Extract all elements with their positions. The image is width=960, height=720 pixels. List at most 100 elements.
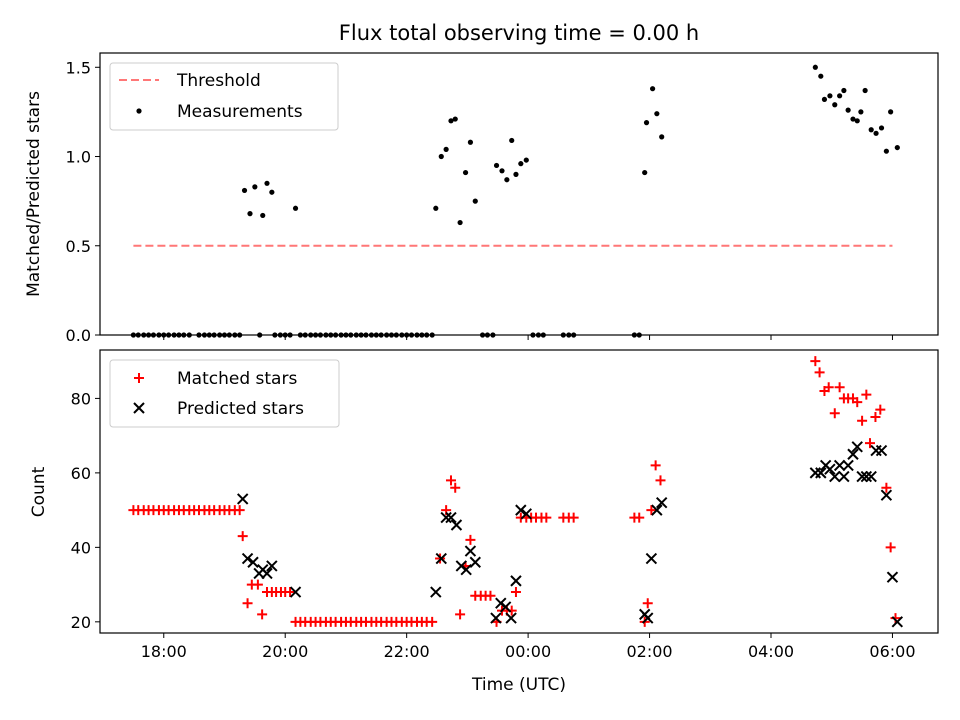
- measurements-point: [260, 212, 266, 219]
- matched-stars-point: [852, 397, 863, 408]
- predicted-stars-point: [851, 441, 863, 453]
- predicted-stars-point: [880, 489, 893, 501]
- matched-stars-point: [427, 616, 438, 627]
- measurements-point: [649, 86, 656, 92]
- measurements-point: [888, 109, 894, 115]
- predicted-stars-point: [515, 504, 527, 516]
- predicted-stars-point: [651, 504, 663, 516]
- bottom-y-tick-label: 60: [71, 464, 91, 483]
- measurements-point: [818, 73, 824, 79]
- bottom-legend-box: [109, 359, 340, 428]
- predicted-stars-point: [430, 586, 442, 598]
- predicted-stars-point: [842, 459, 854, 472]
- measurements-point: [452, 116, 458, 122]
- bottom-plot-frame: [99, 349, 939, 634]
- measurements-point: [868, 127, 874, 133]
- top-plot-frame: [99, 52, 939, 336]
- bottom-y-tick-label: 40: [71, 538, 91, 557]
- x-axis-label: Time (UTC): [471, 675, 566, 695]
- measurements-point: [457, 219, 463, 226]
- bottom-y-tick-label: 80: [71, 389, 91, 408]
- predicted-stars-point: [824, 463, 836, 475]
- measurements-point: [504, 177, 510, 183]
- measurements-point: [837, 93, 843, 99]
- predicted-stars-point: [266, 560, 278, 572]
- predicted-stars-point: [865, 470, 877, 483]
- matched-stars-point: [881, 482, 892, 493]
- predicted-stars-point: [838, 470, 850, 483]
- predicted-stars-point: [435, 552, 447, 565]
- matched-stars-point: [823, 382, 834, 393]
- predicted-stars-point: [445, 511, 457, 524]
- predicted-stars-point: [490, 612, 502, 624]
- bottom-x-tick-label: 22:00: [384, 642, 430, 661]
- measurements-point: [659, 134, 665, 140]
- top-legend-box: [109, 62, 339, 131]
- matched-stars-legend-swatch: [134, 373, 144, 383]
- top-y-ticks: 0.0 0.5 1.0 1.5: [66, 58, 100, 345]
- matched-stars-legend-label: Matched stars: [177, 369, 297, 389]
- matched-stars-point: [257, 609, 268, 620]
- measurements-point: [252, 184, 258, 190]
- bottom-x-ticks: 18:00 20:00 22:00 00:00 02:00 04:00 06:00: [141, 633, 916, 661]
- predicted-stars-point: [261, 567, 273, 580]
- bottom-x-tick-label: 18:00: [141, 642, 187, 661]
- measurements-point: [827, 93, 833, 99]
- predicted-stars-point: [833, 459, 846, 472]
- measurements-legend-label: Measurements: [177, 102, 303, 122]
- top-y-tick-label: 0.5: [66, 237, 91, 256]
- measurements-point: [448, 118, 454, 124]
- matched-stars-point: [650, 460, 661, 471]
- matched-stars-point: [568, 512, 579, 523]
- predicted-stars-point: [645, 552, 658, 565]
- measurements-point: [241, 187, 248, 194]
- matched-stars-point: [252, 579, 263, 590]
- measurements-point: [472, 198, 478, 204]
- predicted-stars-point: [440, 511, 452, 524]
- measurements-point: [862, 87, 868, 94]
- measurements-point: [499, 168, 505, 174]
- top-y-axis-label: Matched/Predicted stars: [24, 91, 44, 297]
- matched-stars-point: [465, 534, 476, 545]
- matched-stars-point: [829, 408, 840, 419]
- matched-stars-point: [655, 475, 666, 486]
- measurements-point: [462, 169, 469, 176]
- matched-stars-point: [857, 415, 868, 426]
- predicted-stars-point: [450, 519, 463, 531]
- measurements-point: [832, 102, 838, 108]
- measurements-point: [264, 180, 270, 186]
- predicted-stars-point: [655, 496, 668, 509]
- matched-stars-point: [541, 512, 552, 523]
- predicted-stars-point: [642, 612, 654, 624]
- matched-stars-point: [814, 367, 825, 378]
- matched-stars-point: [234, 505, 245, 516]
- measurements-point: [878, 125, 885, 131]
- matched-stars-point: [642, 598, 653, 609]
- bottom-x-tick-label: 02:00: [627, 642, 673, 661]
- measurements-point: [642, 169, 648, 176]
- measurements-point: [513, 171, 519, 177]
- matched-stars-point: [450, 482, 461, 493]
- predicted-stars-point: [847, 448, 859, 460]
- matched-stars-point: [810, 356, 821, 367]
- chart-title: Flux total observing time = 0.00 h: [339, 21, 699, 45]
- measurements-point: [438, 153, 444, 160]
- measurements-point: [443, 146, 449, 152]
- measurements-point: [854, 118, 860, 124]
- top-x-ticks: [163, 335, 893, 340]
- bottom-y-axis-label: Count: [29, 466, 49, 517]
- measurements-point: [509, 137, 515, 144]
- top-y-tick-label: 1.5: [66, 58, 91, 77]
- measurements-point: [654, 111, 660, 117]
- threshold-legend-label: Threshold: [176, 71, 261, 91]
- matched-stars-point: [285, 587, 296, 598]
- predicted-stars-point: [856, 470, 868, 483]
- measurements-point: [858, 109, 864, 115]
- measurements-point: [845, 107, 851, 113]
- predicted-stars-point: [289, 586, 302, 598]
- predicted-stars-point: [241, 552, 254, 565]
- matched-stars-point: [455, 609, 466, 620]
- matched-stars-point: [646, 505, 657, 516]
- matched-stars-point: [834, 382, 845, 393]
